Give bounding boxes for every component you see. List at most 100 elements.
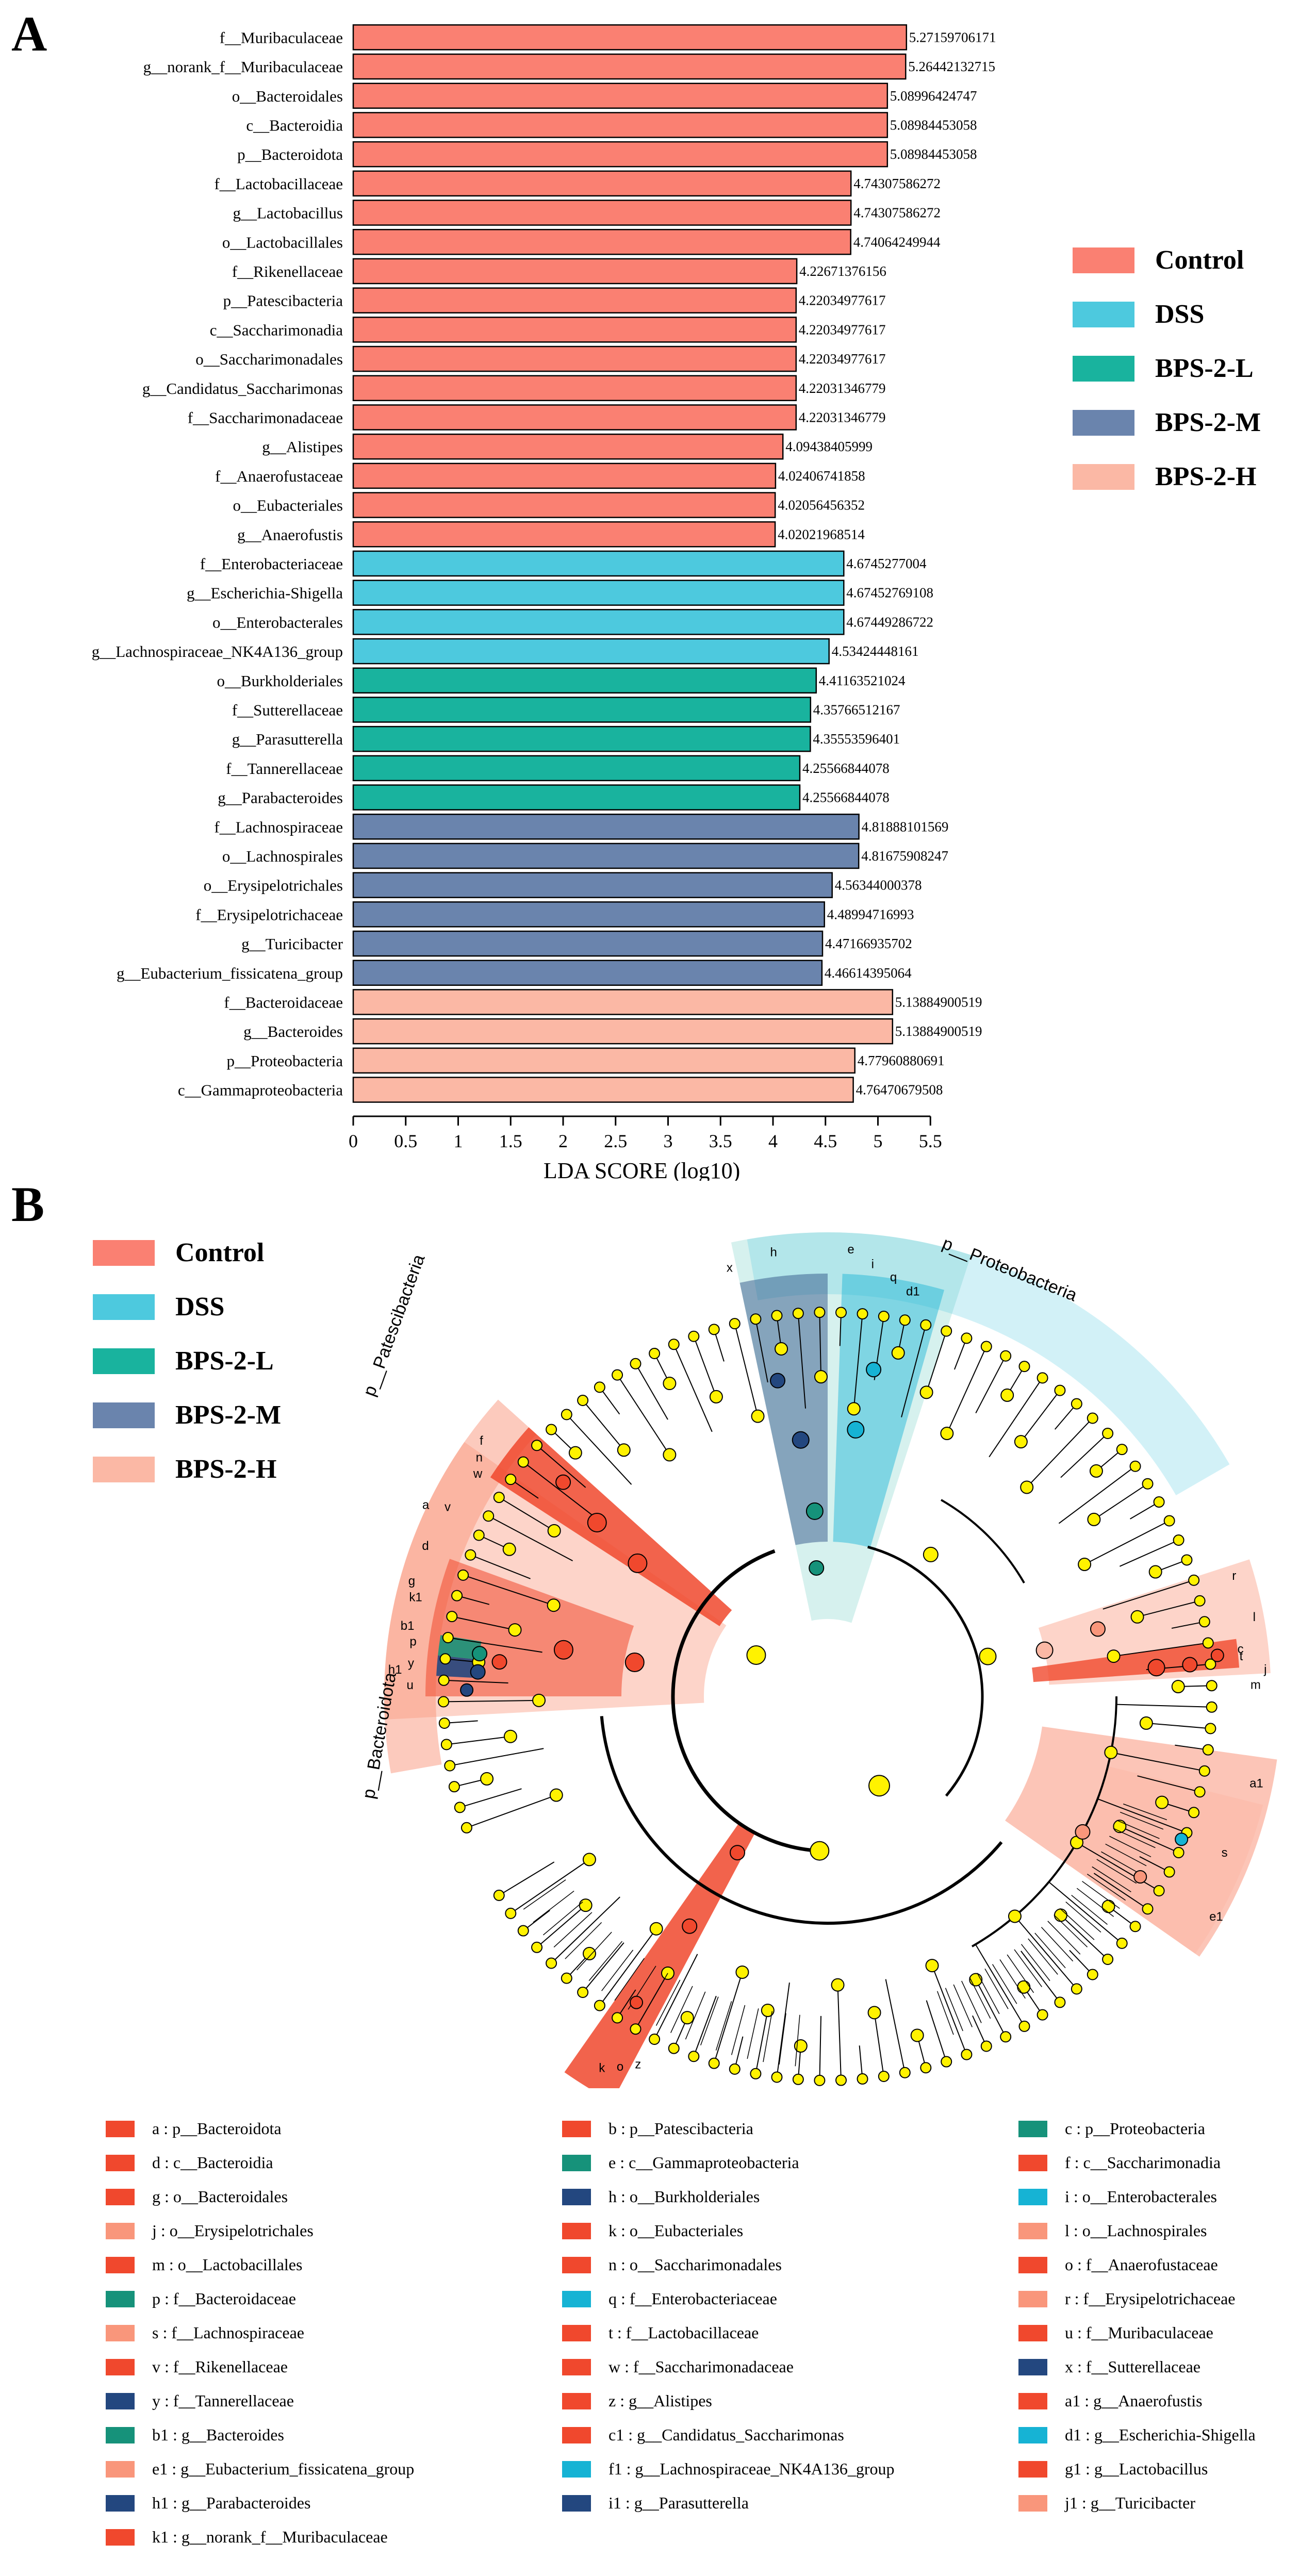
tree-node: [649, 1922, 663, 1936]
sector-letter: o: [617, 2060, 623, 2074]
clade-key-label: k : o__Eubacteriales: [608, 2221, 744, 2240]
tree-node: [1101, 1900, 1115, 1913]
clade-key-item: j : o__Erysipelotrichales: [106, 2221, 314, 2240]
leaf-node: [792, 2073, 804, 2085]
leaf-node: [1054, 1996, 1066, 2008]
leaf-node: [1037, 2009, 1048, 2021]
clade-key-item: d1 : g__Escherichia-Shigella: [1018, 2425, 1256, 2445]
tree-branch: [1097, 1798, 1187, 1834]
bar-value-label: 4.22031346779: [799, 381, 886, 396]
clade-key-item: t : f__Lactobacillaceae: [562, 2323, 759, 2342]
clade-key-swatch: [562, 2392, 591, 2409]
tree-branch: [747, 2008, 759, 2059]
tree-node: [663, 1448, 677, 1462]
highlighted-node: [1090, 1621, 1106, 1637]
sector-letter: c: [1238, 1642, 1244, 1656]
leaf-node: [594, 2000, 605, 2011]
legend-label: DSS: [175, 1292, 225, 1322]
bar-category-label: g__Escherichia-Shigella: [187, 584, 343, 602]
legend-item: BPS-2-H: [1073, 461, 1256, 492]
highlighted-node: [555, 1474, 571, 1490]
clade-key-swatch: [562, 2154, 591, 2171]
bar-category-label: f__Bacteroidaceae: [224, 993, 343, 1011]
tree-branch: [470, 1554, 531, 1579]
tree-branch: [551, 1896, 620, 1964]
clade-key-label: v : f__Rikenellaceae: [152, 2357, 288, 2376]
lda-bar: [352, 170, 852, 197]
bar-value-label: 4.02406741858: [778, 468, 865, 484]
leaf-node: [483, 1510, 495, 1522]
leaf-node: [1037, 1372, 1048, 1384]
sector-letter: f: [480, 1434, 483, 1448]
tree-branch: [1021, 1390, 1061, 1442]
leaf-node: [1087, 1412, 1098, 1424]
tree-node: [663, 1377, 677, 1391]
highlighted-node: [460, 1683, 474, 1697]
bar-value-label: 4.6745277004: [846, 556, 927, 571]
bar-category-label: o__Erysipelotrichales: [204, 877, 343, 895]
tree-node: [1113, 1820, 1127, 1834]
bar-value-label: 4.22034977617: [799, 293, 886, 308]
clade-key-swatch: [106, 2392, 135, 2409]
tree-branch: [553, 1912, 593, 1947]
clade-key-item: k : o__Eubacteriales: [562, 2221, 743, 2240]
tree-branch: [755, 2010, 768, 2074]
sector-letter: t: [1240, 1649, 1243, 1663]
tree-branch: [1101, 1851, 1142, 1875]
sector-letter: d1: [906, 1284, 920, 1298]
leaf-node: [1142, 1478, 1154, 1490]
clade-key-swatch: [106, 2461, 135, 2478]
tree-branch: [885, 1979, 906, 2073]
tree-branch: [700, 1996, 719, 2045]
highlighted-node: [792, 1431, 810, 1449]
tree-node: [1008, 1909, 1022, 1923]
leaf-node: [438, 1696, 450, 1708]
leaf-node: [531, 1941, 543, 1953]
lda-bar: [352, 53, 907, 80]
sector-letter: w: [473, 1467, 483, 1481]
tree-branch: [779, 2013, 786, 2065]
tree-branch: [1048, 1881, 1123, 1944]
tree-branch: [443, 1699, 539, 1703]
legend-a: Control DSS BPS-2-L BPS-2-M BPS-2-H: [1073, 245, 1310, 523]
clade-label-patescibacteria: p__Patescibacteria: [359, 1252, 429, 1399]
leaf-node: [630, 2023, 641, 2035]
legend-swatch: [93, 1240, 155, 1266]
leaf-node: [612, 2012, 623, 2024]
tree-node: [1087, 1512, 1101, 1526]
leaf-node: [899, 2067, 911, 2078]
tree-branch: [1065, 1902, 1101, 1933]
tree-branch: [1059, 1908, 1095, 1940]
tree-node: [979, 1647, 997, 1665]
sector-letter: h1: [388, 1663, 402, 1677]
tree-branch: [795, 2014, 800, 2067]
leaf-node: [1102, 1428, 1114, 1440]
clade-key-item: e : c__Gammaproteobacteria: [562, 2153, 799, 2172]
tree-branch: [853, 1313, 863, 1409]
tree-branch: [1113, 1642, 1208, 1657]
tree-branch: [819, 1312, 822, 1377]
tree-branch: [459, 1788, 522, 1808]
bar-value-label: 4.56344000378: [835, 878, 922, 893]
highlighted-node: [866, 1362, 882, 1378]
tree-node: [891, 1346, 905, 1360]
sector-letter: l: [1253, 1610, 1256, 1624]
tree-node: [480, 1772, 494, 1786]
bar-value-label: 4.76470679508: [856, 1082, 943, 1098]
legend-item: Control: [93, 1237, 264, 1268]
tree-branch: [901, 1325, 927, 1417]
tree-branch: [961, 1980, 982, 2023]
highlighted-node: [1182, 1657, 1198, 1673]
highlighted-node: [682, 1918, 698, 1934]
sector-letter: h: [770, 1245, 777, 1259]
tree-branch: [488, 1515, 573, 1561]
clade-key-label: a1 : g__Anaerofustis: [1065, 2391, 1203, 2410]
x-tick-label: 0.5: [394, 1131, 417, 1151]
sector-letter: b1: [401, 1619, 415, 1633]
clade-key-item: y : f__Tannerellaceae: [106, 2391, 294, 2410]
clade-key-label: d1 : g__Escherichia-Shigella: [1065, 2425, 1256, 2444]
lda-bar: [352, 141, 889, 168]
sector-letter: r: [1232, 1569, 1236, 1583]
bar-value-label: 4.46614395064: [825, 965, 912, 981]
sector-letter: s: [1222, 1846, 1228, 1860]
